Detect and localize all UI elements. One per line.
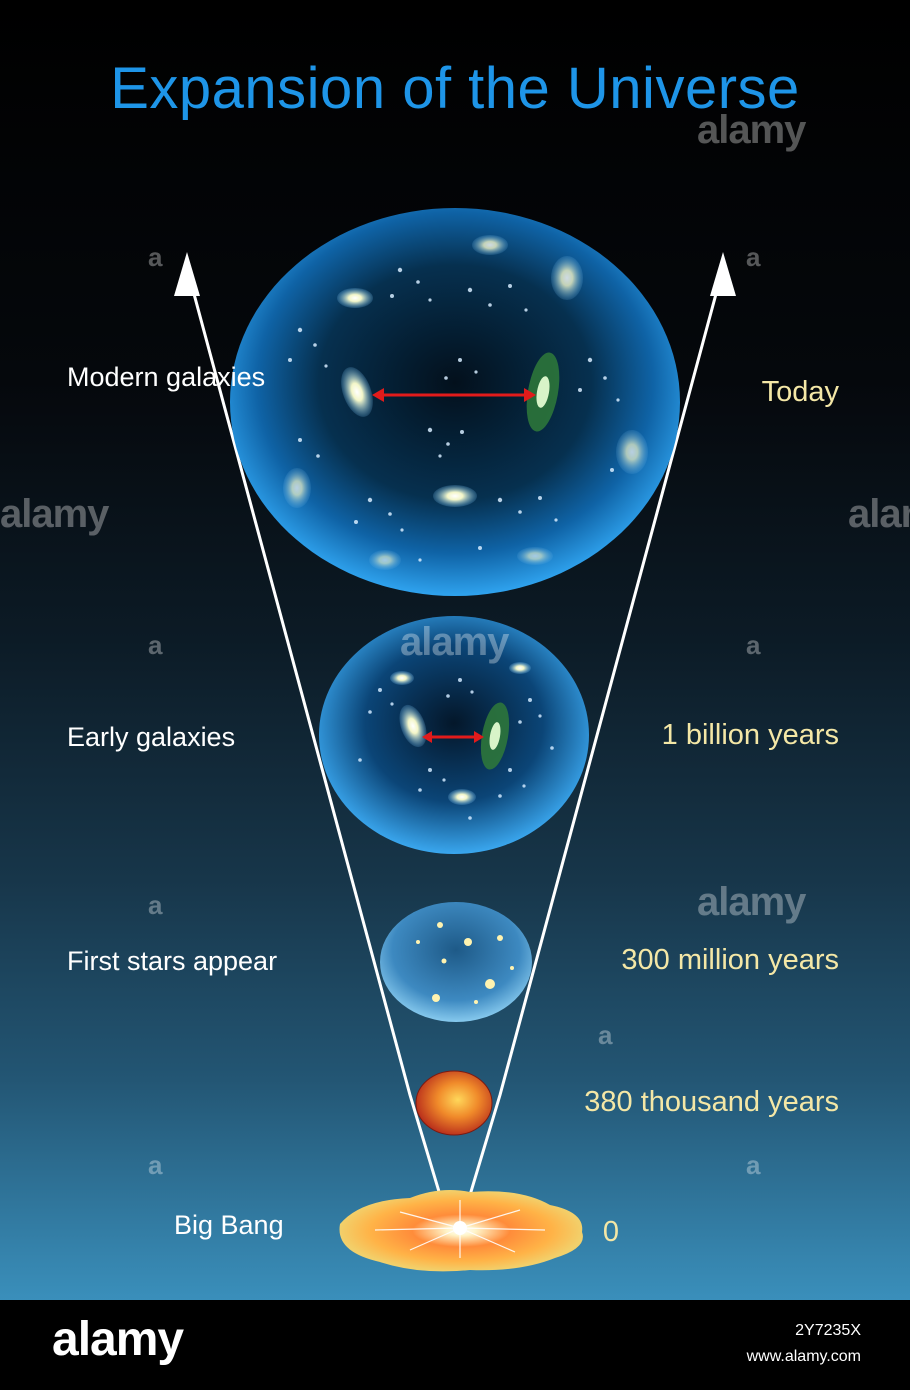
expansion-arrowhead-right [710, 252, 736, 296]
label-first-stars: First stars appear [67, 946, 278, 976]
label-modern-galaxies: Modern galaxies [67, 362, 266, 392]
diagram-art [174, 208, 736, 1272]
diagram-title: Expansion of the Universe [110, 56, 800, 121]
time-380-thousand: 380 thousand years [584, 1086, 839, 1118]
footer-brand-logo: alamy [52, 1313, 184, 1366]
watermark-letter: a [148, 242, 163, 272]
early-galaxies-sphere [319, 616, 589, 854]
watermark-letter: a [148, 890, 163, 920]
recombination-sphere [415, 1070, 493, 1136]
footer-url: www.alamy.com [746, 1348, 861, 1365]
big-bang-burst [339, 1190, 583, 1272]
watermark: alamy [400, 620, 509, 664]
time-today: Today [761, 376, 839, 408]
watermark-letter: a [746, 630, 761, 660]
watermark: alamy [848, 492, 910, 536]
expansion-arrowhead-left [174, 252, 200, 296]
footer-bar: alamy 2Y7235X www.alamy.com [0, 1300, 910, 1390]
watermark-letter: a [746, 242, 761, 272]
modern-galaxies-sphere [230, 208, 680, 596]
watermark: alamy [697, 108, 806, 152]
watermark-letter: a [148, 630, 163, 660]
watermark-letter: a [746, 1150, 761, 1180]
watermark-letter: a [148, 1150, 163, 1180]
watermark-letter: a [598, 1020, 613, 1050]
watermark: alamy [697, 880, 806, 924]
label-early-galaxies: Early galaxies [67, 722, 236, 752]
label-big-bang: Big Bang [174, 1210, 284, 1240]
watermark: alamy [0, 492, 109, 536]
expansion-line-left [185, 267, 442, 1196]
footer-image-id: 2Y7235X [795, 1322, 861, 1339]
diagram-canvas: Expansion of the Universe [0, 0, 910, 1300]
time-300-million: 300 million years [621, 944, 839, 976]
first-stars-sphere [380, 902, 532, 1022]
time-1-billion: 1 billion years [661, 719, 839, 751]
expansion-line-right [468, 267, 725, 1196]
time-zero: 0 [602, 1216, 619, 1248]
